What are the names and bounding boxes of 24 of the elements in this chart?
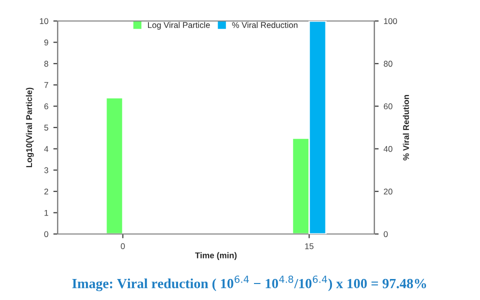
y2-axis-title: % Viral Redution [402, 94, 410, 160]
legend-label: Log Viral Particle [148, 22, 210, 30]
y2-tick-label: 40 [384, 146, 392, 152]
y2-tick-label: 100 [384, 18, 398, 24]
y-tick-label: 10 [40, 18, 48, 24]
y-tick-label: 1 [44, 210, 48, 216]
legend-label: % Viral Reduction [232, 22, 298, 28]
y-axis-title: Log10(Viral Particle) [26, 88, 34, 168]
y2-tick-label: 80 [384, 60, 392, 67]
y2-tick-label: 60 [384, 103, 392, 110]
y-tick-label: 2 [44, 188, 48, 194]
y-tick-label: 8 [44, 60, 48, 67]
y-tick-label: 7 [44, 82, 48, 88]
y2-tick-label: 20 [384, 188, 392, 194]
y-tick-label: 5 [44, 124, 48, 131]
y-tick-label: 9 [44, 40, 48, 46]
text: Image: Viral reduction ( 10$^{6.4}$ − 10$^{4.8}$/10$^{6.4}$) x 100 = 97.48% [72, 276, 426, 292]
y-tick-label: 4 [44, 146, 48, 152]
y-tick-label: 0 [44, 231, 48, 238]
y-tick-label: 3 [44, 167, 48, 174]
x-axis-title: Time (min) [195, 252, 237, 260]
x-tick-label: 15 [305, 243, 314, 250]
y-tick-label: 6 [44, 103, 48, 110]
y2-tick-label: 0 [384, 231, 388, 238]
